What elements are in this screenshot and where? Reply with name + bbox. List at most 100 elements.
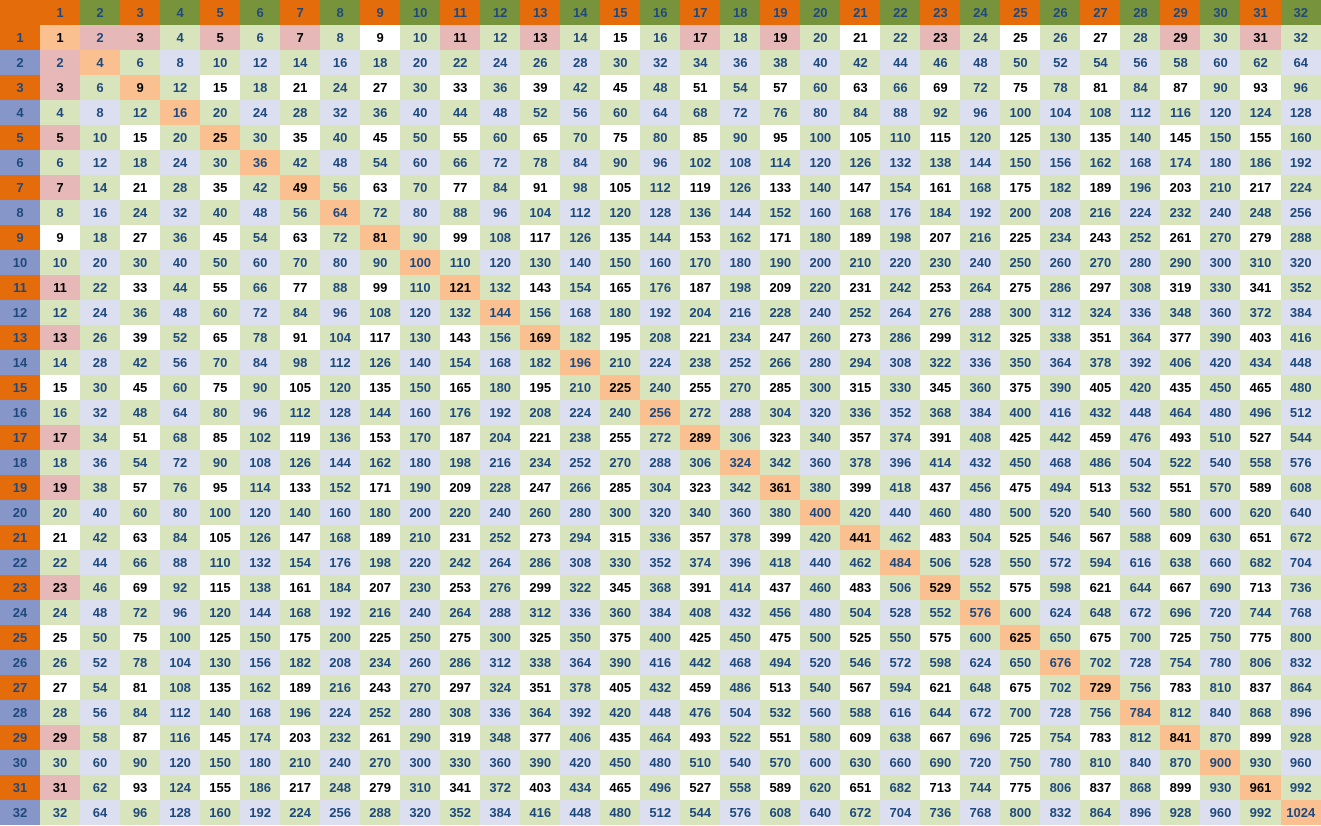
cell-value: 252 [1130, 230, 1152, 245]
cell-28-32: 896 [1281, 700, 1321, 725]
cell-24-30: 720 [1200, 600, 1240, 625]
cell-27-25: 675 [1000, 675, 1040, 700]
cell-11-17: 187 [680, 275, 720, 300]
cell-6-25: 150 [1000, 150, 1040, 175]
cell-21-7: 147 [280, 525, 320, 550]
cell-value: 480 [609, 805, 631, 820]
cell-value: 361 [769, 480, 791, 495]
cell-11-3: 33 [120, 275, 160, 300]
cell-25-3: 75 [120, 625, 160, 650]
cell-value: 135 [369, 380, 391, 395]
cell-value: 325 [529, 630, 551, 645]
cell-value: 200 [809, 255, 831, 270]
cell-value: 100 [809, 130, 831, 145]
cell-31-12: 372 [480, 775, 520, 800]
cell-value: 32 [1294, 30, 1308, 45]
cell-21-11: 231 [440, 525, 480, 550]
cell-11-25: 275 [1000, 275, 1040, 300]
cell-value: 260 [409, 655, 431, 670]
cell-value: 600 [970, 630, 992, 645]
row-header-9: 9 [0, 225, 40, 250]
cell-value: 15 [613, 30, 627, 45]
cell-27-26: 702 [1040, 675, 1080, 700]
cell-value: 512 [1290, 405, 1312, 420]
cell-28-2: 56 [80, 700, 120, 725]
cell-value: 220 [409, 555, 431, 570]
cell-value: 775 [1010, 780, 1032, 795]
cell-value: 609 [849, 730, 871, 745]
cell-value: 377 [1170, 330, 1192, 345]
cell-value: 620 [809, 780, 831, 795]
row-header-6: 6 [0, 150, 40, 175]
cell-32-9: 288 [360, 800, 400, 825]
cell-27-32: 864 [1281, 675, 1321, 700]
cell-22-8: 176 [320, 550, 360, 575]
cell-value: 192 [489, 405, 511, 420]
cell-value: 187 [449, 430, 471, 445]
cell-value: 144 [489, 305, 511, 320]
cell-18-4: 72 [160, 450, 200, 475]
cell-16-4: 64 [160, 400, 200, 425]
col-header-19: 19 [760, 0, 800, 25]
cell-value: 580 [1170, 505, 1192, 520]
cell-value: 364 [1050, 355, 1072, 370]
cell-value: 588 [849, 705, 871, 720]
cell-14-4: 56 [160, 350, 200, 375]
cell-value: 676 [1050, 655, 1072, 670]
cell-23-11: 253 [440, 575, 480, 600]
cell-16-22: 352 [880, 400, 920, 425]
cell-value: 29 [53, 730, 67, 745]
cell-28-7: 196 [280, 700, 320, 725]
cell-26-24: 624 [960, 650, 1000, 675]
cell-value: 252 [369, 705, 391, 720]
cell-value: 126 [369, 355, 391, 370]
col-header-3: 3 [120, 0, 160, 25]
cell-value: 286 [890, 330, 912, 345]
cell-17-29: 493 [1160, 425, 1200, 450]
col-header-label: 8 [337, 5, 344, 20]
cell-value: 60 [493, 130, 507, 145]
cell-value: 30 [53, 755, 67, 770]
col-header-label: 19 [773, 5, 787, 20]
cell-26-14: 364 [560, 650, 600, 675]
cell-value: 270 [369, 755, 391, 770]
cell-value: 550 [1010, 555, 1032, 570]
cell-31-14: 434 [560, 775, 600, 800]
col-header-13: 13 [520, 0, 560, 25]
cell-value: 77 [293, 280, 307, 295]
cell-12-24: 288 [960, 300, 1000, 325]
cell-value: 130 [1050, 130, 1072, 145]
cell-value: 72 [733, 105, 747, 120]
row-header-label: 27 [13, 680, 27, 695]
cell-2-13: 26 [520, 50, 560, 75]
cell-value: 10 [93, 130, 107, 145]
cell-2-31: 62 [1240, 50, 1280, 75]
cell-value: 154 [569, 280, 591, 295]
cell-value: 308 [1130, 280, 1152, 295]
cell-4-18: 72 [720, 100, 760, 125]
cell-10-25: 250 [1000, 250, 1040, 275]
cell-value: 44 [453, 105, 467, 120]
cell-26-26: 676 [1040, 650, 1080, 675]
cell-value: 465 [1250, 380, 1272, 395]
cell-14-6: 84 [240, 350, 280, 375]
cell-value: 299 [529, 580, 551, 595]
cell-value: 150 [1010, 155, 1032, 170]
cell-value: 644 [930, 705, 952, 720]
cell-value: 40 [413, 105, 427, 120]
cell-24-31: 744 [1240, 600, 1280, 625]
row-header-label: 3 [16, 80, 23, 95]
cell-value: 128 [169, 805, 191, 820]
cell-value: 54 [1093, 55, 1107, 70]
cell-3-6: 18 [240, 75, 280, 100]
cell-value: 182 [1050, 180, 1072, 195]
cell-8-14: 112 [560, 200, 600, 225]
cell-31-31: 961 [1240, 775, 1280, 800]
cell-21-22: 462 [880, 525, 920, 550]
cell-31-6: 186 [240, 775, 280, 800]
cell-value: 50 [413, 130, 427, 145]
cell-value: 216 [329, 680, 351, 695]
cell-31-9: 279 [360, 775, 400, 800]
cell-25-20: 500 [800, 625, 840, 650]
cell-value: 248 [1250, 205, 1272, 220]
